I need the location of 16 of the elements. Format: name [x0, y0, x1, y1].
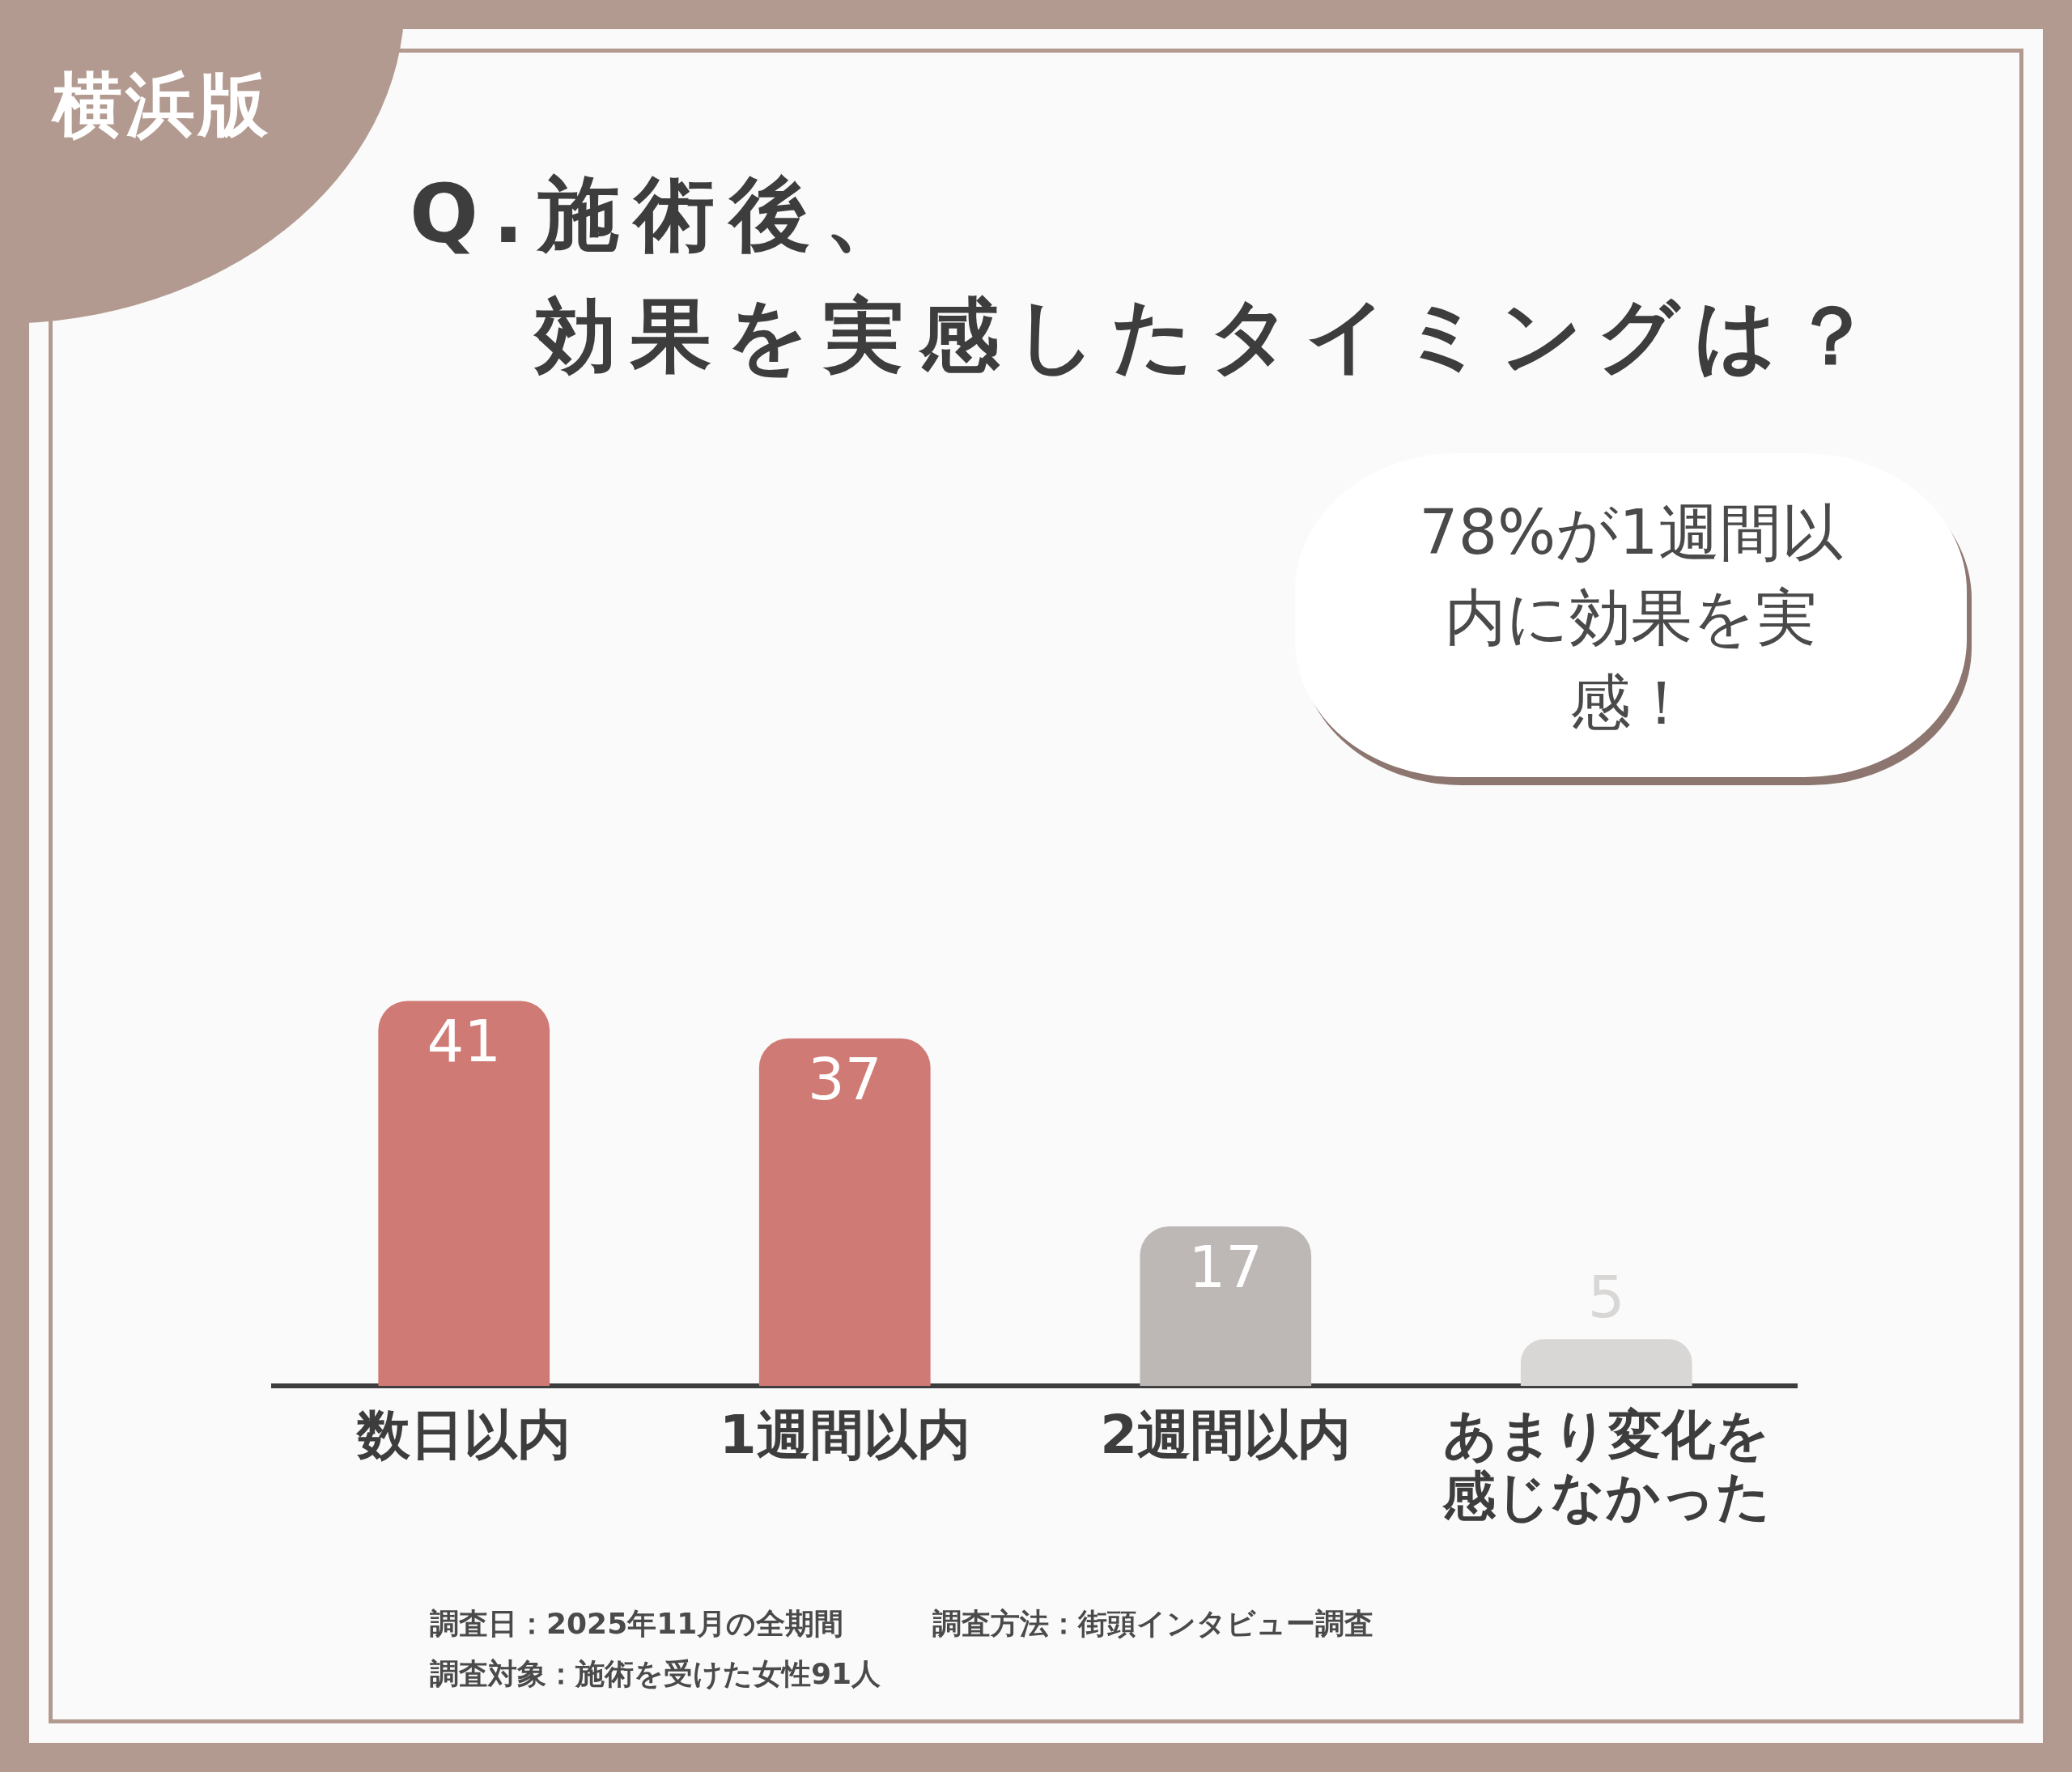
x-tick-label: あまり変化を感じなかった — [1441, 1404, 1771, 1528]
x-tick-label: 数日以内 — [355, 1404, 571, 1467]
bar — [1520, 1339, 1692, 1387]
data-label: 37 — [807, 1044, 882, 1113]
text: 調査日：2025年11月の全期間 — [430, 1607, 844, 1640]
data-label: 41 — [427, 1007, 502, 1076]
bar — [758, 1038, 931, 1387]
x-tick-label: 2週間以内 — [1100, 1404, 1352, 1467]
bar — [1140, 1226, 1312, 1387]
text: 横浜版 — [53, 63, 271, 147]
chart-title: Q.施術後、効果を実感したタイミングは？ — [410, 166, 1887, 385]
text: 調査方法：街頭インタビュー調査 — [932, 1607, 1374, 1640]
text: 調査対象：施術を受けた女性91人 — [430, 1657, 881, 1690]
data-label: 17 — [1188, 1232, 1263, 1301]
bar — [378, 1001, 550, 1387]
x-tick-label: 1週間以内 — [719, 1404, 970, 1467]
